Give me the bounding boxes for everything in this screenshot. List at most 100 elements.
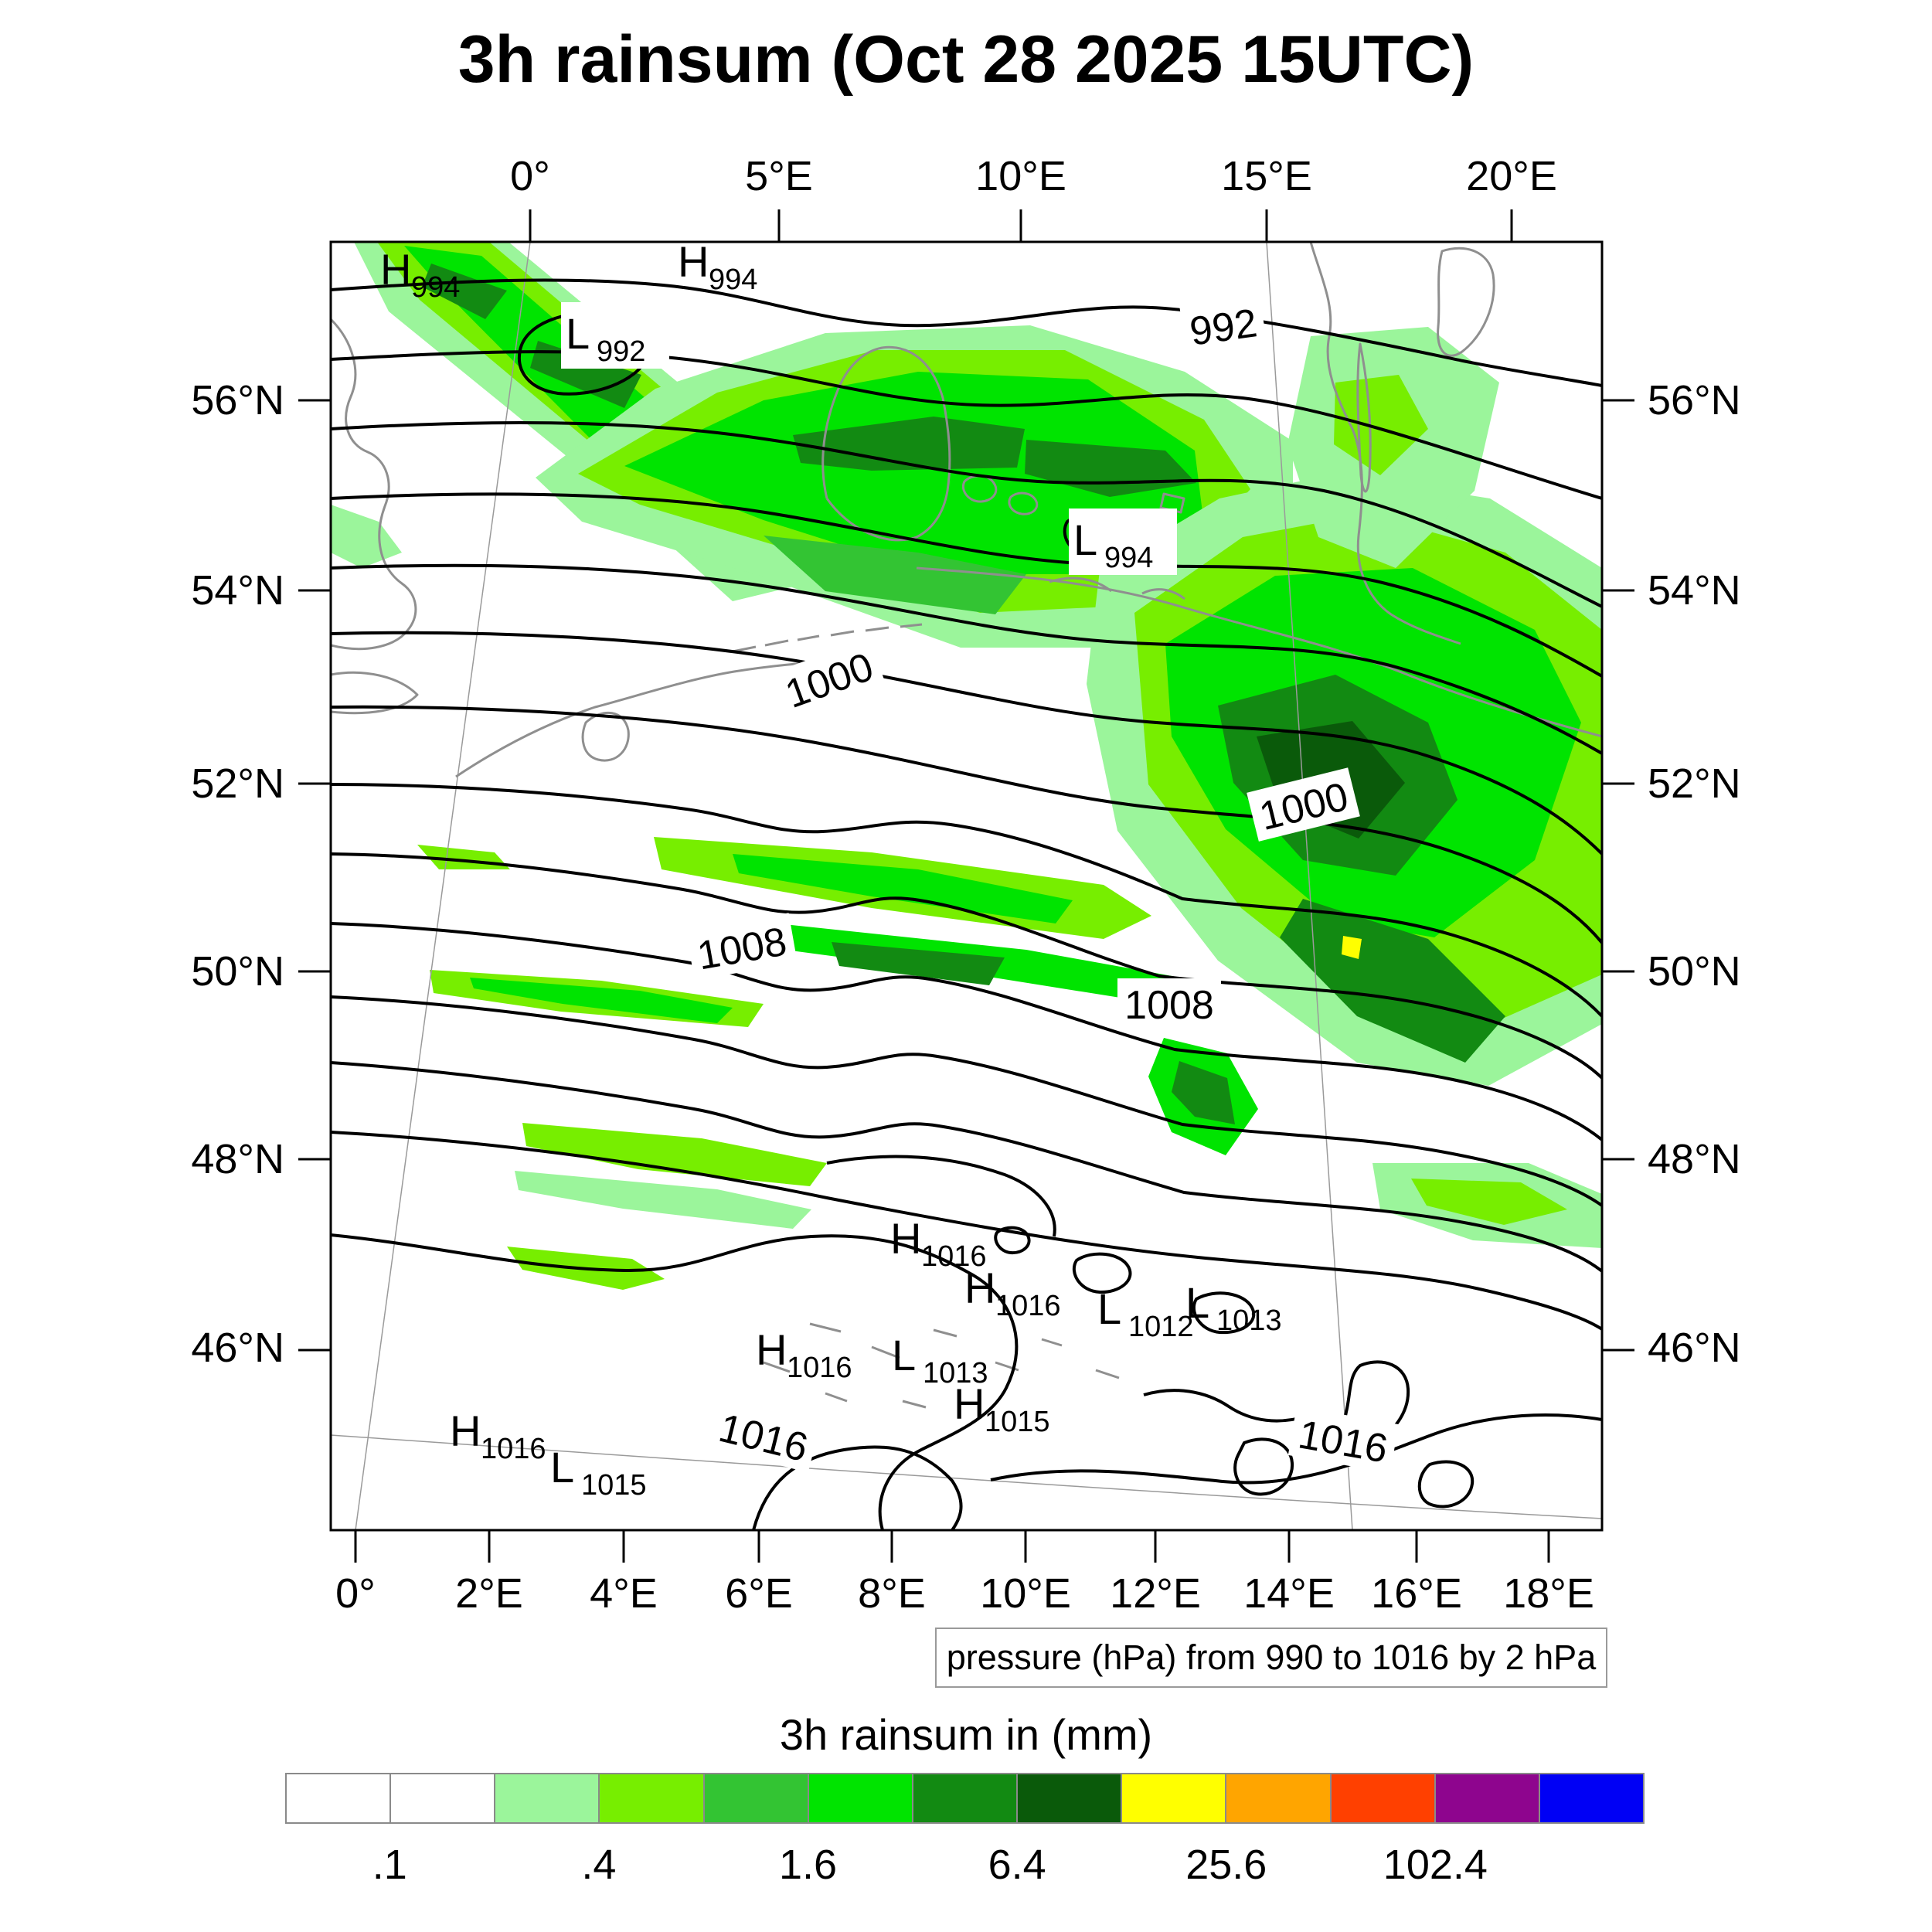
pressure-center-l1013: L 1013	[892, 1331, 988, 1389]
rain-patch-level-7	[1172, 1061, 1235, 1124]
bottom-axis-label: 16°E	[1371, 1570, 1462, 1617]
isobar-label: 1000	[771, 638, 886, 720]
pressure-center-value: 1012	[1128, 1311, 1194, 1343]
pressure-center-value: 1013	[1216, 1304, 1282, 1337]
pressure-center-value: 1016	[481, 1433, 546, 1465]
rain-patch-level-3	[515, 1171, 811, 1229]
pressure-center-letter: H	[678, 237, 709, 286]
isobar-line	[331, 783, 1602, 1018]
right-axis-label: 52°N	[1648, 760, 1741, 807]
pressure-center-h994: H 994	[380, 245, 460, 304]
isobar-label-text: 1008	[1124, 983, 1214, 1028]
isobar-label-box	[1247, 767, 1360, 842]
isobar-line	[331, 278, 1602, 387]
isobar-line	[1143, 1389, 1307, 1423]
colorbar-cell	[391, 1774, 496, 1822]
coastline	[1159, 492, 1185, 514]
rain-patch-level-6	[733, 854, 1073, 923]
colorbar-tick-label: 6.4	[988, 1842, 1046, 1888]
isobar-line	[1417, 1460, 1475, 1509]
colorbar-cell	[808, 1774, 913, 1822]
right-axis-label: 50°N	[1648, 948, 1741, 995]
rain-patch-level-7	[832, 942, 1005, 985]
colorbar-tick-label: .4	[581, 1842, 617, 1888]
colorbar-cell	[1122, 1774, 1227, 1822]
bottom-axis-label: 0°	[335, 1570, 376, 1617]
graticule-line	[1266, 242, 1353, 1530]
left-axis-label: 52°N	[191, 760, 284, 807]
colorbar-cell	[913, 1774, 1019, 1822]
rain-patch-level-5	[764, 536, 1026, 614]
bottom-axis-label: 8°E	[858, 1570, 926, 1617]
pressure-center-value: 994	[1104, 542, 1153, 574]
isobar-label-text: 992	[1187, 301, 1260, 355]
bottom-axis-label: 14°E	[1243, 1570, 1335, 1617]
coastline	[331, 671, 419, 715]
pressure-center-l992: L 992	[561, 302, 669, 369]
isobar-label: 992	[1179, 295, 1267, 356]
pressure-center-value: 992	[597, 335, 645, 368]
isobar-label: 1008	[1117, 978, 1221, 1028]
colorbar-tick-label: .1	[372, 1842, 407, 1888]
left-axis-label: 46°N	[191, 1325, 284, 1371]
bottom-axis-label: 2°E	[455, 1570, 523, 1617]
graticule-line	[331, 1434, 1602, 1519]
pressure-center-letter: H	[450, 1406, 481, 1455]
pressure-center-h994: H 994	[678, 237, 757, 296]
isobar-label-box	[1179, 295, 1267, 356]
pressure-center-l1015: L 1015	[550, 1443, 647, 1502]
colorbar-cell	[1331, 1774, 1436, 1822]
bottom-axis-label: 18°E	[1503, 1570, 1594, 1617]
isobar-line	[1233, 1437, 1294, 1496]
pressure-center-value: 994	[411, 271, 460, 304]
top-axis-label: 5°E	[745, 153, 813, 199]
map-border	[329, 240, 1604, 1532]
bottom-axis-label: 4°E	[590, 1570, 658, 1617]
coastline	[455, 659, 834, 778]
coastline	[1356, 342, 1372, 493]
top-axis-label: 10°E	[975, 153, 1066, 199]
pressure-center-letter: L	[550, 1443, 574, 1492]
isobar-line	[994, 1226, 1031, 1255]
pressure-center-h1016: H 1016	[756, 1325, 852, 1384]
coastline	[331, 318, 417, 651]
isobar-label: 1016	[1287, 1406, 1399, 1474]
pressure-center-l1012: L 1012	[1097, 1284, 1194, 1343]
coastline	[763, 1322, 1120, 1409]
graticule-line	[355, 242, 531, 1530]
pressure-center-h1016: H 1016	[964, 1264, 1061, 1322]
rain-patch-level-4	[522, 1123, 827, 1186]
rain-patch-level-7	[1280, 899, 1505, 1063]
pressure-center-h1016: H 1016	[890, 1214, 987, 1273]
isobar-line	[331, 631, 1602, 855]
isobar-line	[331, 492, 1602, 678]
rain-patch-level-7	[422, 264, 507, 319]
isobar-line	[1072, 1252, 1132, 1294]
colorbar-cell	[1226, 1774, 1332, 1822]
isobar-line	[826, 1155, 1056, 1237]
isobar-label-box	[1117, 978, 1221, 1028]
page-title: 3h rainsum (Oct 28 2025 15UTC)	[457, 22, 1475, 97]
pressure-legend: pressure (hPa) from 990 to 1016 by 2 hPa	[935, 1628, 1607, 1688]
pressure-center-h1015: H 1015	[954, 1379, 1050, 1438]
pressure-center-letter: H	[954, 1379, 985, 1428]
coastline	[1008, 492, 1039, 515]
colorbar-cell	[495, 1774, 600, 1822]
top-axis-label: 0°	[510, 153, 550, 199]
rain-patch-level-6	[624, 372, 1202, 574]
pressure-center-letter: L	[1097, 1284, 1121, 1333]
coastline	[581, 711, 630, 762]
pressure-center-value: 994	[709, 264, 757, 296]
pressure-center-box	[1069, 509, 1177, 575]
rain-patch-level-4	[1411, 1179, 1567, 1225]
coastline	[732, 623, 923, 653]
rain-patch-level-7	[530, 341, 641, 408]
pressure-center-letter: H	[380, 245, 411, 294]
isobar-label-box	[1287, 1406, 1399, 1474]
pressure-legend-text: pressure (hPa) from 990 to 1016 by 2 hPa	[946, 1638, 1597, 1677]
isobar-line	[331, 563, 1602, 755]
left-axis-label: 54°N	[191, 567, 284, 614]
